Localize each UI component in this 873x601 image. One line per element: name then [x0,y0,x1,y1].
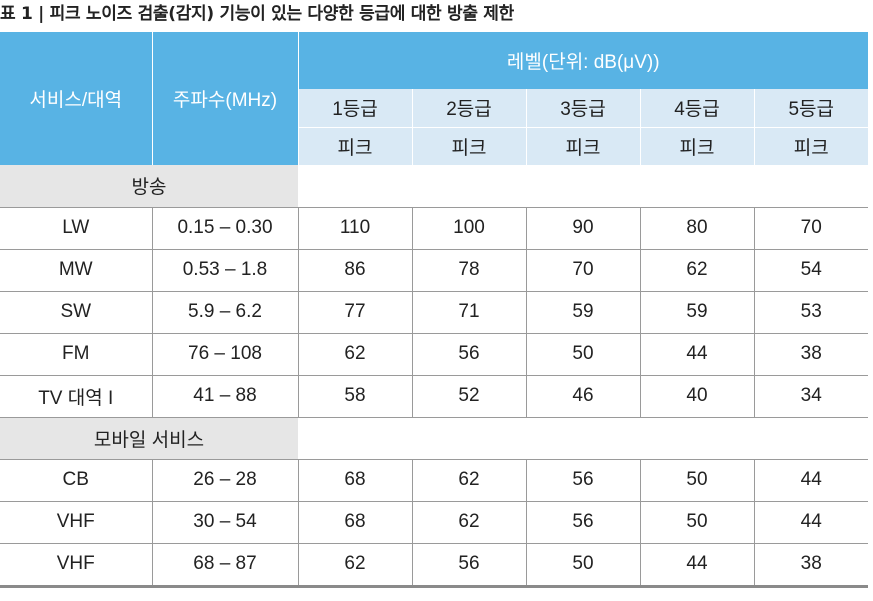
value-cell: 70 [525,249,640,292]
value-cell: 110 [297,207,412,250]
value-cell: 77 [297,291,412,334]
frequency-cell: 0.53 – 1.8 [151,249,298,292]
value-cell: 44 [753,459,868,502]
table-row: SW 5.9 – 6.2 77 71 59 59 53 [0,291,868,334]
value-cell: 40 [639,375,754,418]
table-row: VHF 30 – 54 68 62 56 50 44 [0,501,868,544]
value-cell: 54 [753,249,868,292]
section-row: 방송 [0,165,868,208]
value-cell: 100 [411,207,526,250]
frequency-cell: 68 – 87 [151,543,298,588]
header-peak: 피크 [753,127,868,166]
service-cell: MW [0,249,152,292]
value-cell: 56 [525,501,640,544]
section-title: 방송 [0,165,298,208]
header-peak: 피크 [297,127,412,166]
value-cell: 62 [411,501,526,544]
value-cell: 44 [753,501,868,544]
service-cell: TV 대역 I [0,375,152,418]
frequency-cell: 30 – 54 [151,501,298,544]
header-grade: 4등급 [639,89,754,128]
value-cell: 68 [297,459,412,502]
header-peak: 피크 [525,127,640,166]
service-cell: SW [0,291,152,334]
service-cell: VHF [0,543,152,588]
service-cell: CB [0,459,152,502]
value-cell: 50 [639,459,754,502]
value-cell: 62 [411,459,526,502]
value-cell: 46 [525,375,640,418]
header-grade: 2등급 [411,89,526,128]
value-cell: 50 [639,501,754,544]
frequency-cell: 76 – 108 [151,333,298,376]
frequency-cell: 41 – 88 [151,375,298,418]
value-cell: 62 [297,333,412,376]
table-caption: 표 1 | 피크 노이즈 검출(감지) 기능이 있는 다양한 등급에 대한 방출… [0,4,514,24]
table-row: CB 26 – 28 68 62 56 50 44 [0,459,868,502]
frequency-cell: 5.9 – 6.2 [151,291,298,334]
table-row: FM 76 – 108 62 56 50 44 38 [0,333,868,376]
value-cell: 62 [639,249,754,292]
value-cell: 78 [411,249,526,292]
header-grade: 1등급 [297,89,412,128]
value-cell: 34 [753,375,868,418]
table-row: TV 대역 I 41 – 88 58 52 46 40 34 [0,375,868,418]
service-cell: FM [0,333,152,376]
value-cell: 58 [297,375,412,418]
header-level: 레벨(단위: dB(μV)) [297,32,868,89]
service-cell: VHF [0,501,152,544]
header-peak: 피크 [411,127,526,166]
value-cell: 59 [639,291,754,334]
value-cell: 59 [525,291,640,334]
value-cell: 52 [411,375,526,418]
value-cell: 70 [753,207,868,250]
header-grade: 5등급 [753,89,868,128]
header-grade: 3등급 [525,89,640,128]
value-cell: 68 [297,501,412,544]
value-cell: 90 [525,207,640,250]
table-row: LW 0.15 – 0.30 110 100 90 80 70 [0,207,868,250]
section-row: 모바일 서비스 [0,417,868,460]
value-cell: 56 [525,459,640,502]
value-cell: 53 [753,291,868,334]
header-peak: 피크 [639,127,754,166]
header-frequency: 주파수(MHz) [152,32,298,165]
service-cell: LW [0,207,152,250]
table-row: MW 0.53 – 1.8 86 78 70 62 54 [0,249,868,292]
value-cell: 80 [639,207,754,250]
frequency-cell: 0.15 – 0.30 [151,207,298,250]
value-cell: 62 [297,543,412,588]
value-cell: 44 [639,543,754,588]
section-title: 모바일 서비스 [0,417,298,460]
value-cell: 86 [297,249,412,292]
frequency-cell: 26 – 28 [151,459,298,502]
value-cell: 38 [753,333,868,376]
value-cell: 56 [411,333,526,376]
emission-limits-table: 서비스/대역 주파수(MHz) 레벨(단위: dB(μV)) 1등급 2등급 3… [0,32,868,588]
header-service: 서비스/대역 [0,32,153,165]
value-cell: 44 [639,333,754,376]
value-cell: 50 [525,333,640,376]
value-cell: 38 [753,543,868,588]
value-cell: 56 [411,543,526,588]
value-cell: 71 [411,291,526,334]
table-row: VHF 68 – 87 62 56 50 44 38 [0,543,868,588]
value-cell: 50 [525,543,640,588]
